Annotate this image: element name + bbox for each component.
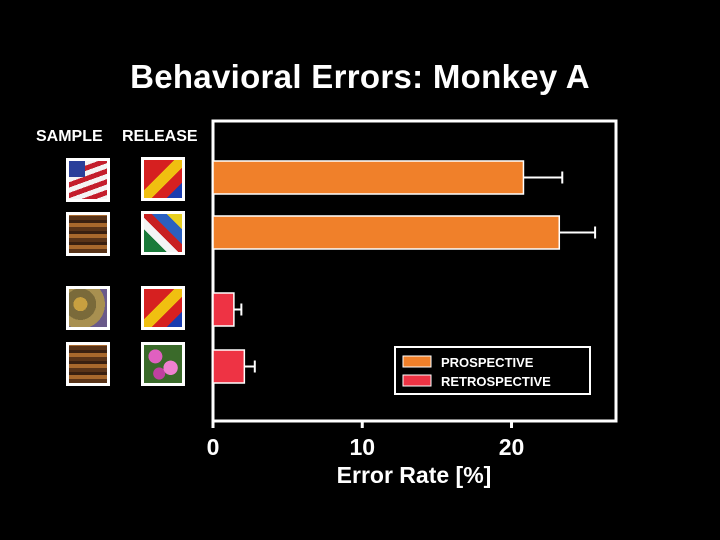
bar-prospective — [212, 215, 561, 250]
flowers-image — [141, 342, 185, 386]
cartoon-image — [141, 286, 185, 330]
plot-frame — [211, 119, 618, 423]
bar-retrospective — [212, 292, 235, 327]
release-column-label: RELEASE — [122, 128, 198, 145]
legend-swatch — [402, 355, 432, 368]
legend-swatch — [402, 374, 432, 387]
brown-texture-image — [66, 342, 110, 386]
x-axis-label: Error Rate [%] — [336, 462, 492, 488]
legend-label: PROSPECTIVE — [441, 355, 534, 370]
sample-column-label: SAMPLE — [36, 128, 103, 145]
x-tick-label: 0 — [207, 434, 220, 460]
bar-prospective — [212, 160, 525, 195]
cartoon-image — [141, 157, 185, 201]
flag-image — [66, 158, 110, 202]
bar-retrospective — [212, 349, 246, 384]
x-tick-label: 20 — [499, 434, 525, 460]
map-texture-image — [66, 286, 110, 330]
x-tick-label: 10 — [349, 434, 375, 460]
sailboat-image — [141, 211, 185, 255]
chart-title: Behavioral Errors: Monkey A — [130, 58, 590, 95]
brown-texture-image — [66, 212, 110, 256]
legend-label: RETROSPECTIVE — [441, 374, 551, 389]
